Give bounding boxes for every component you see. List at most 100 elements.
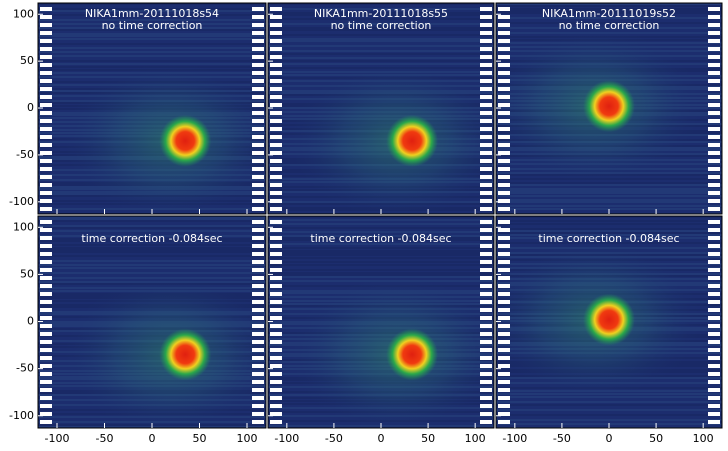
x-tick-label: 100 — [465, 432, 486, 445]
edge-dash — [270, 300, 282, 304]
edge-dash — [252, 404, 264, 408]
edge-dash — [252, 372, 264, 376]
edge-dash — [270, 143, 282, 147]
edge-dash — [252, 199, 264, 203]
edge-dash — [708, 284, 720, 288]
edge-dash — [480, 372, 492, 376]
edge-dash — [480, 23, 492, 27]
edge-dash — [40, 276, 52, 280]
edge-dash — [498, 220, 510, 224]
edge-dash — [40, 119, 52, 123]
edge-dash — [252, 63, 264, 67]
edge-dash — [252, 87, 264, 91]
edge-dash — [480, 252, 492, 256]
edge-dash — [40, 332, 52, 336]
edge-dash — [498, 348, 510, 352]
edge-dash — [708, 63, 720, 67]
peak — [159, 114, 212, 167]
edge-dash — [252, 47, 264, 51]
edge-dash — [40, 167, 52, 171]
edge-dash — [40, 23, 52, 27]
edge-dash — [480, 39, 492, 43]
streak — [496, 3, 722, 5]
edge-dash — [270, 220, 282, 224]
edge-dash — [40, 143, 52, 147]
edge-dash — [498, 228, 510, 232]
edge-dash — [498, 103, 510, 107]
edge-dash — [270, 79, 282, 83]
edge-dash — [270, 316, 282, 320]
edge-dash — [270, 119, 282, 123]
edge-dash — [480, 308, 492, 312]
edge-dash — [40, 135, 52, 139]
streak — [38, 23, 266, 25]
edge-dash — [708, 420, 720, 424]
edge-dash — [40, 79, 52, 83]
edge-dash — [708, 143, 720, 147]
streak — [268, 254, 494, 256]
edge-dash — [480, 111, 492, 115]
edge-dash — [480, 135, 492, 139]
y-tick-label: -50 — [16, 148, 34, 161]
edge-dash — [480, 79, 492, 83]
edge-dash — [708, 228, 720, 232]
edge-dash — [498, 260, 510, 264]
streak — [268, 227, 494, 229]
edge-dash — [480, 71, 492, 75]
streak — [268, 45, 494, 47]
edge-dash — [498, 236, 510, 240]
peak — [386, 114, 439, 167]
edge-dash — [708, 388, 720, 392]
edge-dash — [40, 244, 52, 248]
streak — [38, 55, 266, 57]
edge-dash — [40, 7, 52, 11]
edge-dash — [480, 404, 492, 408]
edge-dash — [40, 103, 52, 107]
edge-dash — [252, 412, 264, 416]
streak — [268, 223, 494, 225]
streak — [38, 43, 266, 45]
edge-dash — [270, 372, 282, 376]
streak — [496, 201, 722, 203]
streak — [268, 60, 494, 62]
edge-dash — [498, 119, 510, 123]
edge-dash — [270, 252, 282, 256]
streak — [38, 238, 266, 240]
edge-dash — [708, 95, 720, 99]
edge-dash — [708, 244, 720, 248]
edge-dash — [708, 356, 720, 360]
y-tick-label: -100 — [9, 195, 34, 208]
streak — [268, 269, 494, 271]
edge-dash — [270, 159, 282, 163]
edge-dash — [498, 324, 510, 328]
streak — [38, 249, 266, 251]
edge-dash — [498, 372, 510, 376]
edge-dash — [252, 143, 264, 147]
edge-dash — [480, 119, 492, 123]
edge-dash — [498, 244, 510, 248]
edge-dash — [708, 159, 720, 163]
edge-dash — [498, 159, 510, 163]
edge-dash — [708, 372, 720, 376]
edge-dash — [480, 244, 492, 248]
streak — [268, 243, 494, 245]
x-tick-label: 0 — [606, 432, 613, 445]
edge-dash — [498, 55, 510, 59]
panel-subtitle: no time correction — [331, 19, 432, 32]
edge-dash — [498, 175, 510, 179]
edge-dash — [498, 340, 510, 344]
streak — [38, 47, 266, 49]
edge-dash — [252, 348, 264, 352]
y-tick-label: 0 — [27, 101, 34, 114]
edge-dash — [252, 135, 264, 139]
edge-dash — [252, 364, 264, 368]
edge-dash — [252, 39, 264, 43]
streak — [38, 218, 266, 220]
streak — [38, 264, 266, 266]
edge-dash — [252, 316, 264, 320]
edge-dash — [498, 252, 510, 256]
edge-dash — [270, 260, 282, 264]
edge-dash — [708, 15, 720, 19]
edge-dash — [480, 143, 492, 147]
edge-dash — [708, 135, 720, 139]
